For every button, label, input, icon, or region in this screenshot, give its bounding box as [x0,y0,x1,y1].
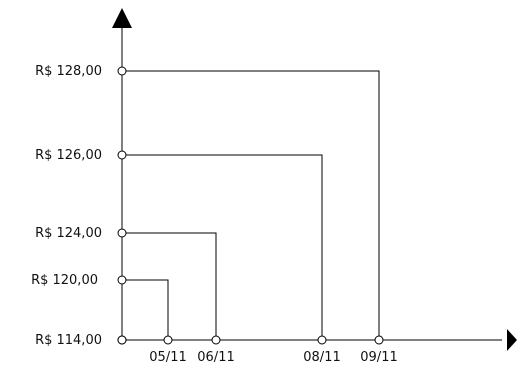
data-point-marker [317,335,327,345]
price-step-guide [122,279,169,340]
data-point-marker [117,228,127,238]
data-point-marker [117,275,127,285]
x-tick-labels: 05/11 06/11 08/11 09/11 [149,350,397,365]
x-tick-label: 09/11 [360,350,397,365]
data-point-marker [117,66,127,76]
x-tick-label: 06/11 [197,350,234,365]
price-step-guide [122,232,217,340]
data-point-marker [117,150,127,160]
guide-lines [122,70,380,340]
y-tick-label: R$ 126,00 [35,148,102,163]
price-step-guide [122,70,380,340]
data-point-marker [374,335,384,345]
x-tick-label: 08/11 [303,350,340,365]
markers [117,66,384,345]
y-tick-label: R$ 128,00 [35,64,102,79]
y-tick-label: R$ 124,00 [35,226,102,241]
plot-area: R$ 114,00 R$ 120,00 R$ 124,00 R$ 126,00 R$ 1… [31,8,517,365]
data-point-marker [211,335,221,345]
y-tick-labels: R$ 114,00 R$ 120,00 R$ 124,00 R$ 126,00 R$ 1… [31,64,102,348]
data-point-marker [163,335,173,345]
y-axis-arrow-icon [112,8,132,28]
x-axis-arrow-icon [507,329,517,351]
x-tick-label: 05/11 [149,350,186,365]
data-point-marker [117,335,127,345]
price-step-guide [122,154,323,340]
y-tick-label: R$ 114,00 [35,333,102,348]
y-tick-label: R$ 120,00 [31,273,98,288]
